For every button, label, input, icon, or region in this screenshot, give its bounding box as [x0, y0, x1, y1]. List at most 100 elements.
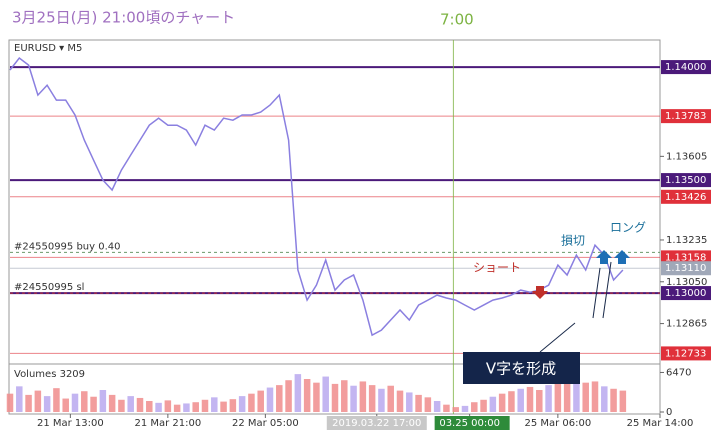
long-label: ロング — [610, 221, 646, 235]
level-tag — [661, 250, 711, 265]
volume-bar — [322, 376, 329, 412]
x-tick-label: 2019.03.22 17:00 — [332, 418, 421, 429]
volume-bar — [81, 391, 88, 412]
volume-bar — [99, 390, 107, 412]
price-line — [9, 56, 624, 337]
volume-bar — [192, 402, 199, 412]
volume-bar — [517, 388, 524, 412]
level-tag — [661, 109, 711, 124]
level-tag — [661, 286, 711, 301]
volume-bar — [294, 374, 302, 412]
x-tick-label: 21 Mar 13:00 — [37, 418, 104, 429]
v-box — [463, 352, 580, 384]
volume-bar — [433, 401, 441, 412]
volume-bar — [43, 396, 51, 412]
long-arrow — [614, 250, 630, 264]
time-note: 7:00 — [440, 11, 474, 29]
volume-bar — [16, 386, 23, 412]
volume-bar — [508, 391, 515, 412]
volume-bar — [359, 381, 367, 412]
volume-bar — [406, 392, 413, 412]
volume-bar — [136, 397, 144, 412]
volume-bar — [266, 387, 274, 412]
volume-bar — [480, 399, 487, 412]
volume-bar — [610, 388, 617, 412]
symbol: EURUSD ▾ M5 — [14, 43, 82, 54]
volume-bar — [285, 380, 292, 412]
volume-bar — [146, 401, 153, 412]
volume-bar — [127, 396, 134, 412]
volume-bar — [563, 383, 571, 412]
volume-tick-label: 6470 — [666, 367, 691, 378]
volume-bar — [554, 381, 562, 412]
volume-bar — [53, 388, 60, 412]
v-line — [602, 261, 612, 319]
volume-bar — [350, 385, 357, 412]
x-tick-label: 21 Mar 21:00 — [134, 418, 201, 429]
level-tag — [661, 173, 711, 188]
long-arrow — [596, 250, 612, 264]
level-tag — [661, 60, 711, 75]
short-arrow — [532, 286, 548, 299]
v-pointer — [539, 322, 576, 353]
volume-bar — [108, 394, 116, 412]
level-label: 1.13158 — [665, 252, 706, 263]
x-tick-label: 25 Mar 14:00 — [627, 418, 694, 429]
plot-frame — [8, 39, 661, 415]
volume-bar — [601, 386, 608, 412]
volume-tick-label: 0 — [666, 407, 672, 418]
level-tag — [661, 346, 711, 361]
level-tag — [661, 189, 711, 204]
volume-bar — [248, 393, 255, 412]
order-label: #24550995 buy 0.40 — [14, 241, 121, 252]
volume-bar — [573, 379, 580, 412]
volume-bar — [118, 399, 125, 412]
level-label: 1.14000 — [665, 62, 706, 73]
volume-bar — [238, 396, 246, 412]
volume-bar — [211, 397, 218, 412]
volume-bar — [164, 400, 172, 412]
volume-bar — [424, 397, 432, 412]
volume-label: Volumes 3209 — [14, 369, 85, 380]
volume-bar — [229, 399, 237, 412]
volume-bar — [276, 385, 283, 412]
volume-bar — [331, 383, 339, 412]
volume-bar — [257, 390, 264, 412]
volume-bar — [545, 385, 552, 412]
volume-bar — [591, 381, 599, 412]
page-title: 3月25日(月) 21:00頃のチャート — [12, 9, 235, 27]
volume-bar — [183, 403, 190, 412]
level-label: 1.13426 — [665, 192, 706, 203]
volume-bar — [536, 390, 543, 412]
level-label: 1.13783 — [665, 111, 706, 122]
x-tick-label: 25 Mar 06:00 — [524, 418, 591, 429]
short-label: ショート — [473, 261, 521, 275]
y-tick-label: 1.12865 — [666, 319, 707, 330]
x-tick-label: 22 Mar 05:00 — [232, 418, 299, 429]
level-label: 1.13500 — [665, 175, 706, 186]
volume-bar — [62, 398, 69, 412]
plot-layer: 1.13605 1.13235 1.13050 1.12865 1.14000 1.137… — [6, 40, 711, 430]
volume-bar — [526, 386, 534, 412]
stop-label: 損切 — [561, 233, 585, 248]
volume-bar — [471, 402, 478, 412]
y-tick-label: 1.13235 — [666, 235, 707, 246]
volume-bar — [619, 390, 627, 412]
volume-bar — [201, 399, 209, 412]
volume-bar — [582, 382, 589, 412]
volume-bar — [220, 401, 227, 412]
y-tick-label: 1.13050 — [666, 277, 707, 288]
volume-bar — [90, 396, 97, 412]
volume-bar — [25, 394, 32, 412]
volume-bar — [173, 404, 181, 412]
volume-bar — [34, 390, 42, 412]
volume-bar — [415, 394, 422, 412]
volume-bar — [387, 385, 394, 412]
volume-bar — [313, 382, 320, 412]
volume-bar — [498, 393, 506, 412]
volume-bar — [71, 393, 79, 412]
volume-bar — [452, 407, 459, 412]
volume-bar — [396, 390, 404, 412]
volume-bar — [368, 385, 376, 412]
